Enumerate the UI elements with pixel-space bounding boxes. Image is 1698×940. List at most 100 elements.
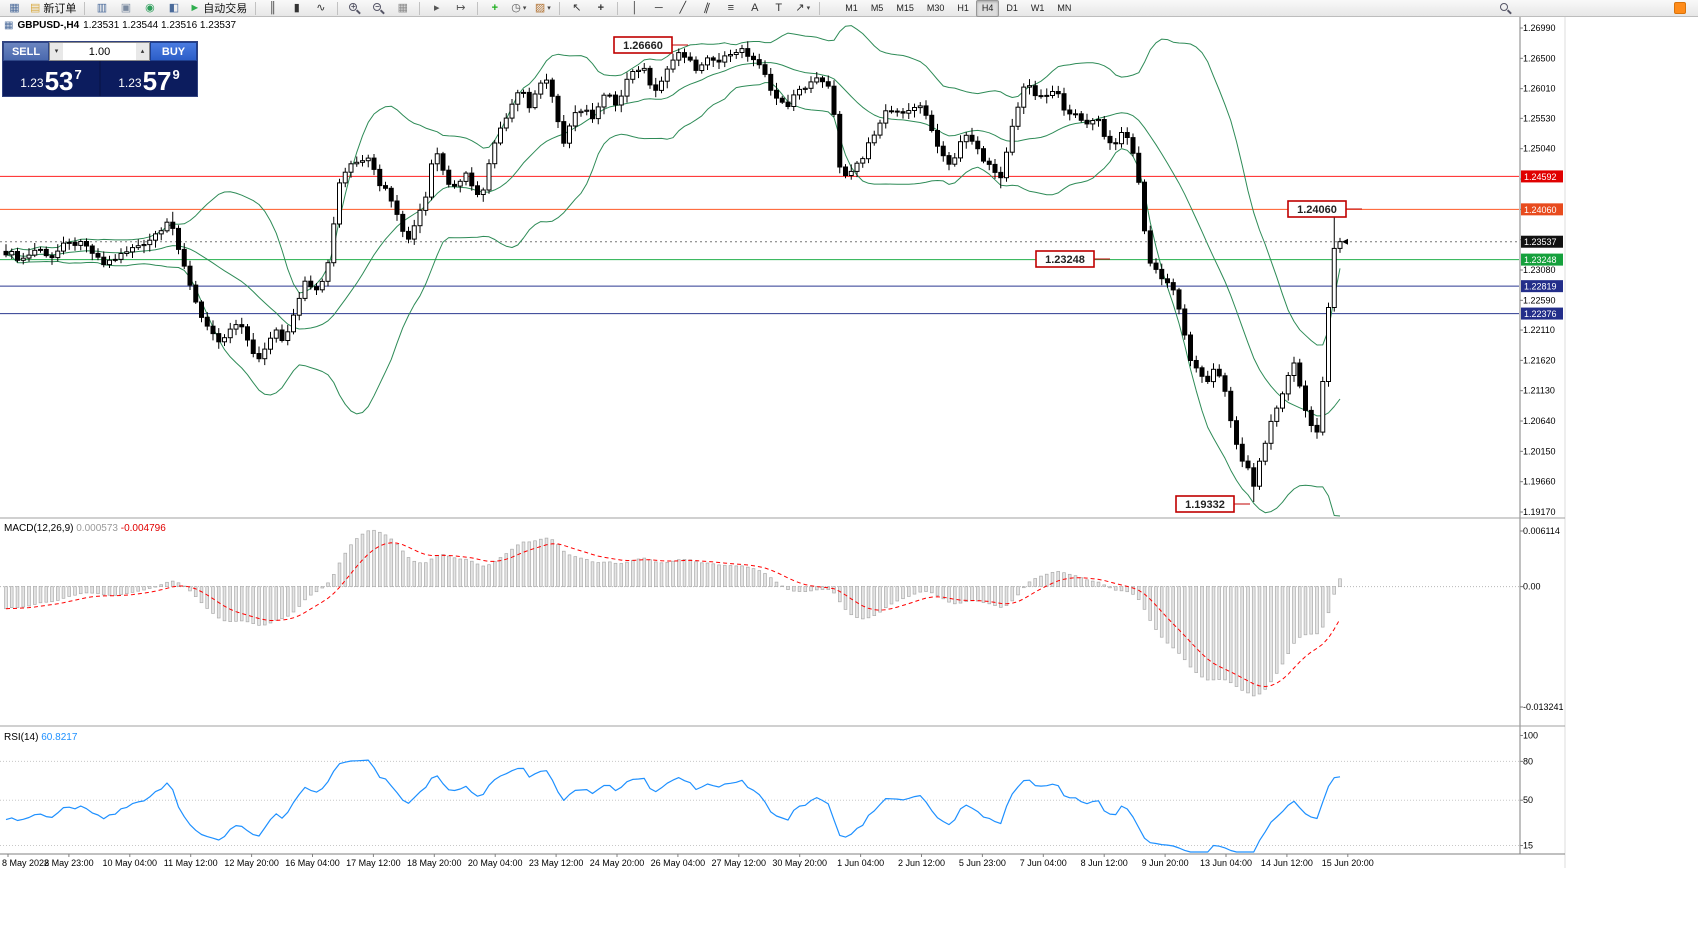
chart-shift-icon: ↦ bbox=[456, 1, 466, 14]
chart-ohlc-label: 1.23531 1.23544 1.23516 1.23537 bbox=[83, 20, 237, 31]
timeframe-m15[interactable]: M15 bbox=[896, 3, 914, 13]
rsi-axis-label: 50 bbox=[1523, 795, 1533, 805]
auto-scroll-icon: ▸ bbox=[434, 1, 440, 14]
chart-symbol-label: GBPUSD-,H4 bbox=[17, 20, 80, 31]
time-axis-label: 11 May 12:00 bbox=[164, 858, 218, 868]
new-chart-icon[interactable]: ▦ bbox=[3, 0, 26, 17]
sell-price[interactable]: 1.23 53 7 bbox=[3, 61, 99, 96]
auto-scroll-icon[interactable]: ▸ bbox=[425, 0, 448, 17]
price-annotation[interactable]: 1.26660 bbox=[613, 36, 688, 54]
sell-button[interactable]: SELL bbox=[3, 42, 49, 61]
price-annotation[interactable]: 1.24060 bbox=[1287, 200, 1362, 218]
notification-button[interactable] bbox=[1668, 0, 1691, 17]
rsi-pane[interactable]: RSI(14) 60.8217 bbox=[0, 732, 1519, 853]
timeframe-h4[interactable]: H4 bbox=[975, 0, 1000, 17]
horizontal-line-icon[interactable]: ─ bbox=[647, 0, 670, 17]
channel-icon[interactable]: ∥ bbox=[695, 0, 718, 17]
new-order-icon: ▤ bbox=[30, 1, 41, 14]
chevron-down-icon: ▾ bbox=[547, 5, 551, 12]
timeframe-m1[interactable]: M1 bbox=[845, 3, 858, 13]
time-axis-label: 5 Jun 23:00 bbox=[959, 858, 1006, 868]
data-window-icon[interactable]: ◧ bbox=[162, 0, 185, 17]
timeframe-h1[interactable]: H1 bbox=[957, 3, 969, 13]
auto-trading-button[interactable]: ► 自动交易 bbox=[186, 0, 250, 17]
time-axis-label: 14 Jun 12:00 bbox=[1261, 858, 1313, 868]
templates-icon: ▨ bbox=[534, 1, 546, 14]
bollinger-band bbox=[5, 62, 1341, 417]
vertical-line-icon[interactable]: │ bbox=[623, 0, 646, 17]
new-chart-icon: ▦ bbox=[9, 1, 20, 14]
crosshair-icon[interactable]: + bbox=[589, 0, 612, 17]
zoom-out-icon: − bbox=[372, 2, 385, 15]
volume-up-button[interactable]: ▴ bbox=[136, 43, 149, 60]
macd-label: MACD(12,26,9) 0.000573 -0.004796 bbox=[4, 523, 166, 534]
chevron-down-icon: ▾ bbox=[522, 5, 527, 12]
text-label-icon[interactable]: T bbox=[767, 0, 790, 17]
fibonacci-icon[interactable]: ≡ bbox=[719, 0, 742, 17]
candlestick-chart-icon[interactable]: ▮ bbox=[285, 0, 308, 17]
timeframe-w1[interactable]: W1 bbox=[1030, 3, 1045, 13]
arrows-icon[interactable]: ↗ ▾ bbox=[791, 0, 814, 17]
ohlc-chart-icon[interactable]: ║ bbox=[261, 0, 284, 17]
timeframe-d1[interactable]: D1 bbox=[1006, 3, 1018, 13]
trendline-icon[interactable]: ╱ bbox=[671, 0, 694, 17]
charts-cascade-icon: ▥ bbox=[96, 1, 108, 14]
svg-text:1.22819: 1.22819 bbox=[1524, 282, 1557, 292]
price-axis-label: 1.19660 bbox=[1523, 477, 1556, 487]
zoom-in-button[interactable]: + bbox=[343, 0, 366, 17]
line-chart-icon[interactable]: ∿ bbox=[309, 0, 332, 17]
time-axis-label: 18 May 20:00 bbox=[407, 858, 462, 868]
price-axis-label: 1.20150 bbox=[1523, 446, 1556, 456]
time-axis-label: 9 Jun 20:00 bbox=[1142, 858, 1189, 868]
price-axis-label: 1.20640 bbox=[1523, 416, 1556, 426]
bollinger-band bbox=[5, 25, 1341, 346]
macd-pane[interactable]: MACD(12,26,9) 0.000573 -0.004796 bbox=[0, 523, 1519, 697]
chart-shift-icon[interactable]: ↦ bbox=[449, 0, 472, 17]
price-level-tag bbox=[1521, 170, 1563, 183]
toolbar-separator bbox=[477, 1, 479, 15]
templates-button[interactable]: ▨ ▾ bbox=[531, 0, 554, 17]
arrows-icon: ↗ bbox=[795, 1, 805, 14]
periods-button[interactable]: ◷ ▾ bbox=[507, 0, 530, 17]
main-chart-pane[interactable]: 1.26660 1.24060 1.23248 1.19332 bbox=[0, 25, 1519, 517]
zoom-out-button[interactable]: − bbox=[367, 0, 390, 17]
volume-stepper[interactable]: ▾ ▴ bbox=[49, 42, 150, 61]
auto-trading-icon: ► bbox=[189, 1, 201, 14]
price-annotation[interactable]: 1.19332 bbox=[1175, 495, 1250, 513]
profiles-icon[interactable]: ▣ bbox=[114, 0, 137, 17]
timeframe-mn[interactable]: MN bbox=[1057, 3, 1072, 13]
timeframe-m30[interactable]: M30 bbox=[926, 3, 945, 13]
new-order-button[interactable]: ▤ 新订单 bbox=[27, 0, 79, 17]
zoom-in-icon: + bbox=[348, 2, 361, 15]
time-axis-label: 26 May 04:00 bbox=[651, 858, 706, 868]
market-watch-icon[interactable]: ◉ bbox=[138, 0, 161, 17]
text-icon[interactable]: A bbox=[743, 0, 766, 17]
timeframe-m5[interactable]: M5 bbox=[870, 3, 884, 13]
time-axis-label: 2 Jun 12:00 bbox=[898, 858, 945, 868]
tile-windows-icon[interactable]: ▦ bbox=[391, 0, 414, 17]
price-axis-label: 1.19170 bbox=[1523, 507, 1556, 517]
cursor-icon[interactable]: ↖ bbox=[565, 0, 588, 17]
svg-text:1.24060: 1.24060 bbox=[1524, 205, 1557, 215]
current-price-arrow bbox=[1342, 238, 1348, 245]
data-window-icon: ◧ bbox=[168, 1, 180, 14]
toolbar: ▦ ▤ 新订单 ▥ ▣ ◉ ◧ ► 自动交易 ║ ▮ ∿ + − ▦ ▸ ↦ + ◷ ▾ ▨ ▾ ↖ + │ ─ ╱ ∥ ≡ A T ↗ ▾ M1… bbox=[0, 0, 1698, 17]
charts-cascade-icon[interactable]: ▥ bbox=[90, 0, 113, 17]
search-button[interactable] bbox=[1494, 0, 1517, 17]
buy-price[interactable]: 1.23 57 9 bbox=[99, 61, 197, 96]
sell-price-big: 53 bbox=[44, 66, 74, 96]
price-axis-label: 1.21620 bbox=[1523, 355, 1556, 365]
price-axis-label: 1.21130 bbox=[1523, 386, 1555, 396]
channel-icon: ∥ bbox=[702, 0, 712, 15]
indicators-add-button[interactable]: + bbox=[483, 0, 506, 17]
volume-down-button[interactable]: ▾ bbox=[50, 43, 63, 60]
price-axis-label: 1.26990 bbox=[1523, 23, 1556, 33]
buy-button[interactable]: BUY bbox=[150, 42, 197, 61]
macd-axis-label: -0.013241 bbox=[1523, 702, 1564, 712]
price-annotation[interactable]: 1.23248 bbox=[1035, 250, 1110, 268]
volume-input[interactable] bbox=[63, 43, 136, 60]
price-axis-label: 1.26500 bbox=[1523, 53, 1556, 63]
